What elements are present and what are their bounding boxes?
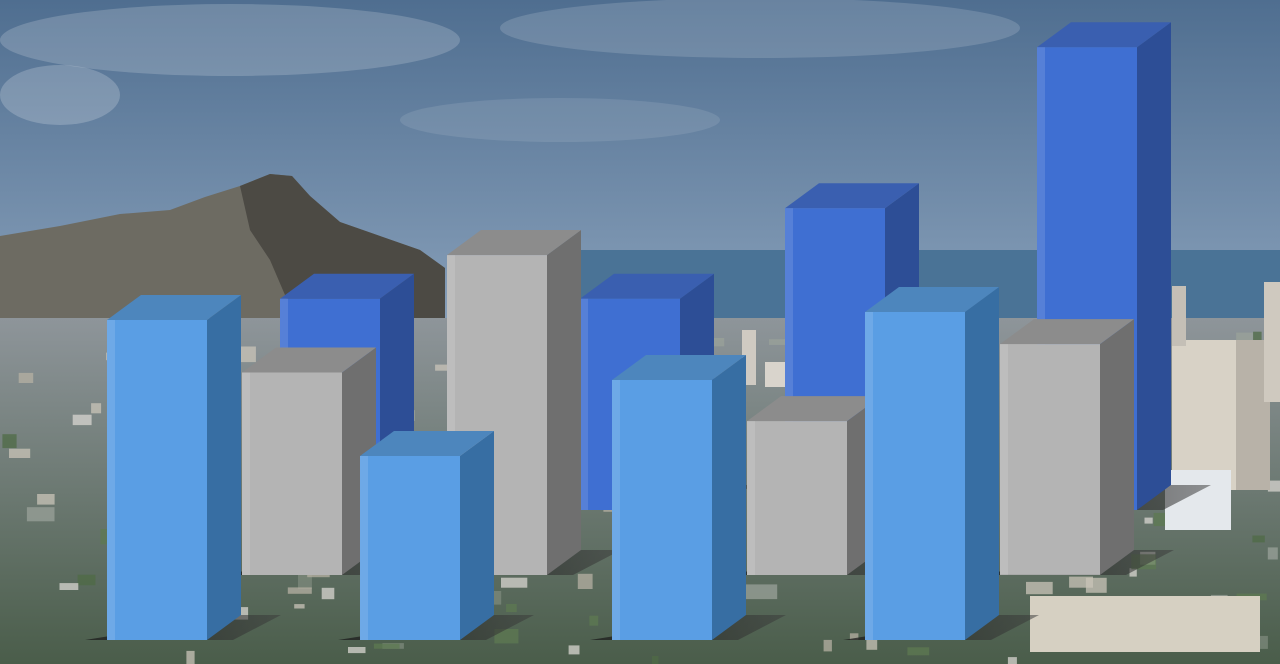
city-block [1144, 517, 1153, 524]
city-block [501, 577, 528, 588]
city-block [1267, 480, 1280, 492]
city-block [1252, 535, 1265, 543]
city-block [287, 587, 312, 594]
city-block [506, 604, 517, 613]
city-block [577, 573, 593, 589]
bar-s2-c1 [242, 347, 376, 575]
city-block [298, 574, 312, 590]
city-block [186, 650, 195, 664]
city-block [494, 629, 519, 644]
city-block [18, 372, 34, 383]
city-block [294, 604, 305, 609]
bar-s1-c3 [612, 355, 746, 640]
bar-s1-c2 [360, 431, 494, 640]
city-block [9, 448, 31, 458]
city-block [348, 647, 366, 654]
cloud [500, 0, 1020, 58]
cloud [0, 65, 120, 125]
city-block [91, 403, 102, 414]
city-block [907, 647, 930, 656]
city-block [1026, 581, 1053, 595]
city-block [1069, 576, 1093, 588]
city-block [1267, 547, 1278, 560]
bar-s2-c4 [1000, 319, 1134, 575]
city-block [26, 507, 55, 522]
city-block [1236, 332, 1253, 344]
city-block [321, 587, 335, 600]
city-block [709, 338, 725, 347]
city-block [2, 434, 17, 449]
city-block [373, 643, 400, 649]
city-block [746, 584, 778, 600]
bar-s2-c3 [747, 396, 881, 575]
city-block [849, 633, 859, 640]
city-block [59, 583, 79, 590]
city-block [652, 656, 659, 664]
city-block [490, 591, 502, 605]
city-block [1007, 657, 1017, 664]
series-1 [85, 287, 1039, 640]
city-block [769, 339, 791, 345]
city-block [72, 414, 92, 426]
city-block [1253, 331, 1262, 344]
city-block [568, 645, 580, 655]
city-block [1129, 568, 1137, 577]
bar-s1-c1 [107, 295, 241, 640]
series-2 [220, 230, 1174, 576]
city-block [77, 574, 96, 586]
city-block [866, 636, 878, 650]
city-block [823, 639, 832, 652]
cloud [0, 4, 460, 76]
city-block [37, 494, 55, 505]
bar-series-group [85, 22, 1211, 640]
bar-s1-c4 [865, 287, 999, 640]
city-block [589, 615, 599, 626]
cloud [400, 98, 720, 142]
